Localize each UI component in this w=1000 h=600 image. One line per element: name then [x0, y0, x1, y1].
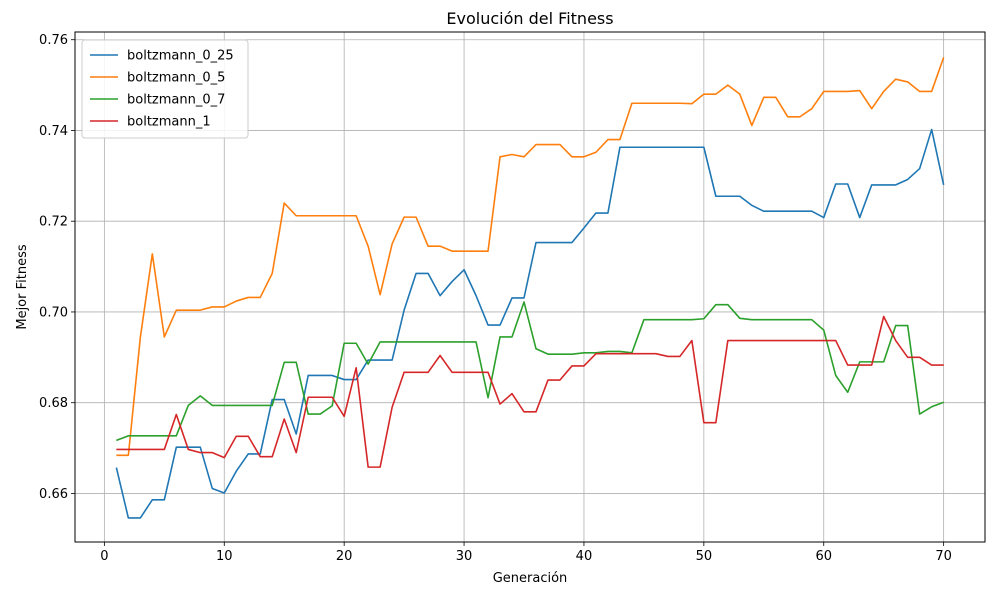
y-axis-title: Mejor Fitness — [15, 244, 30, 330]
x-tick-label: 30 — [456, 549, 473, 564]
x-tick-label: 70 — [935, 549, 952, 564]
x-tick-label: 10 — [216, 549, 233, 564]
series-line-boltzmann_0_25 — [115, 128, 945, 519]
x-axis-ticks: 0 10 20 30 40 50 60 70 — [100, 542, 952, 564]
y-tick-label: 0.66 — [39, 487, 68, 502]
legend-label: boltzmann_1 — [127, 115, 211, 130]
x-tick-label: 50 — [696, 549, 713, 564]
x-tick-label: 40 — [576, 549, 593, 564]
y-tick-label: 0.72 — [39, 215, 68, 230]
y-tick-label: 0.70 — [39, 305, 68, 320]
x-tick-label: 20 — [336, 549, 353, 564]
legend-label: boltzmann_0_5 — [127, 71, 225, 86]
y-axis-ticks: 0.66 0.68 0.70 0.72 0.74 0.76 — [39, 33, 75, 502]
series-line-boltzmann_0_7 — [116, 301, 944, 442]
series-line-boltzmann_1 — [116, 315, 944, 468]
legend: boltzmann_0_25 boltzmann_0_5 boltzmann_0_7… — [81, 39, 249, 139]
legend-label: boltzmann_0_25 — [127, 49, 234, 64]
series-lines — [115, 57, 945, 519]
x-tick-label: 0 — [100, 549, 108, 564]
x-tick-label: 60 — [815, 549, 832, 564]
y-tick-label: 0.76 — [39, 33, 68, 48]
legend-label: boltzmann_0_7 — [127, 93, 225, 108]
plot-frame — [74, 31, 986, 543]
x-axis-title: Generación — [493, 571, 568, 586]
y-tick-label: 0.68 — [39, 396, 68, 411]
y-tick-label: 0.74 — [39, 124, 68, 139]
series-line-boltzmann_0_5 — [116, 57, 945, 457]
legend-box — [81, 39, 249, 139]
grid — [75, 32, 985, 542]
chart-title: Evolución del Fitness — [446, 9, 613, 28]
